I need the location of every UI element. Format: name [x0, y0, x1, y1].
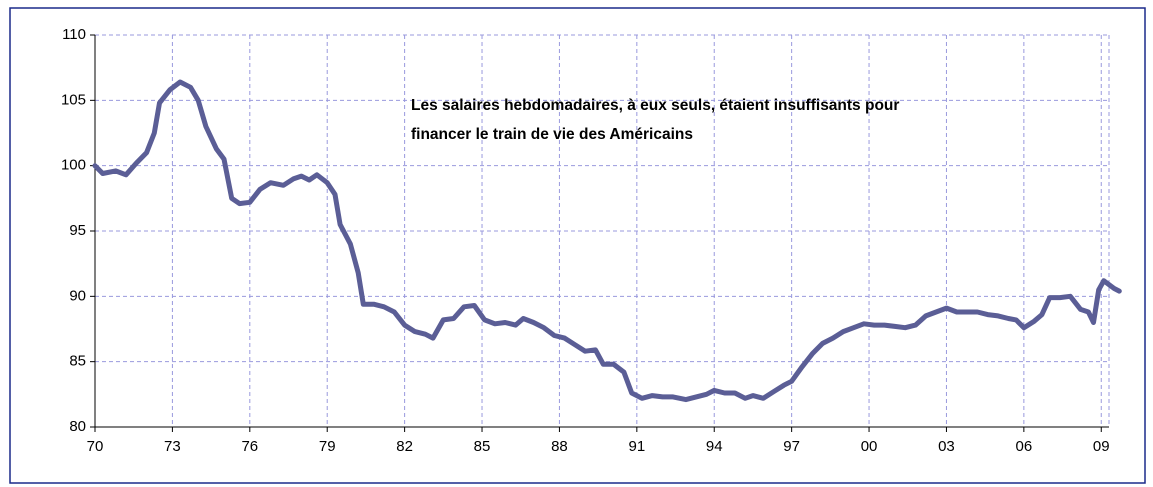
x-tick-label: 79: [319, 438, 336, 455]
x-tick-label: 70: [87, 438, 104, 455]
data-line: [92, 79, 1122, 403]
x-tick-label: 91: [628, 438, 645, 455]
y-tick-label: 80: [69, 418, 86, 435]
y-tick-label: 90: [69, 287, 86, 304]
x-tick-label: 85: [474, 438, 491, 455]
x-tick-label: 97: [783, 438, 800, 455]
x-tick-label: 94: [706, 438, 723, 455]
x-tick-label: 88: [551, 438, 568, 455]
annotation: financer le train de vie des Américains: [411, 126, 693, 143]
x-tick-label: 09: [1093, 438, 1110, 455]
chart-frame: [9, 7, 1146, 484]
x-tick-label: 03: [938, 438, 955, 455]
y-tick-label: 100: [61, 157, 86, 174]
y-tick-label: 95: [69, 222, 86, 239]
x-tick-label: 76: [241, 438, 258, 455]
x-tick-label: 73: [164, 438, 181, 455]
x-tick-label: 00: [861, 438, 878, 455]
annotation: Les salaires hebdomadaires, à eux seuls,…: [411, 97, 899, 114]
y-tick-label: 110: [62, 26, 86, 43]
x-tick-label: 82: [396, 438, 413, 455]
y-tick-label: 105: [61, 91, 86, 108]
y-tick-label: 85: [69, 353, 86, 370]
x-tick-label: 06: [1016, 438, 1033, 455]
